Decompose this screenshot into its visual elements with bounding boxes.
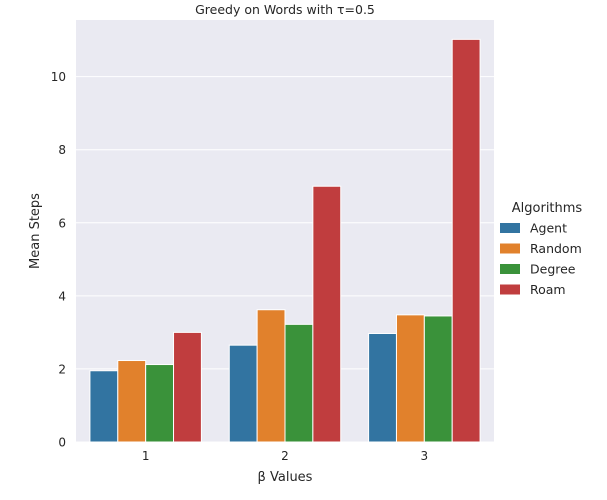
legend-swatch-random: [500, 243, 520, 254]
x-tick-label: 1: [142, 449, 150, 463]
legend-title: Algorithms: [512, 201, 583, 216]
chart-title: Greedy on Words with τ=0.5: [195, 2, 375, 17]
bar-random-2: [256, 309, 286, 443]
y-tick-label: 6: [58, 216, 66, 230]
x-axis-label: β Values: [258, 470, 313, 485]
legend-label-agent: Agent: [530, 221, 567, 236]
y-tick-label: 0: [58, 436, 66, 450]
bar-roam-3: [451, 38, 481, 443]
legend-label-random: Random: [530, 241, 582, 256]
y-axis-ticks: 0 2 4 6 8 10: [51, 70, 66, 449]
legend: Algorithms Agent Random Degree Roam: [500, 201, 582, 297]
bar-roam-1: [173, 331, 202, 443]
bar-degree-1: [145, 364, 175, 443]
bar-random-1: [117, 360, 147, 443]
bar-agent-3: [368, 332, 397, 443]
bar-agent-1: [89, 370, 119, 443]
y-tick-label: 8: [58, 143, 66, 157]
legend-label-degree: Degree: [530, 262, 576, 277]
legend-swatch-roam: [500, 284, 520, 295]
bar-degree-3: [423, 315, 453, 443]
y-tick-label: 4: [58, 289, 66, 303]
y-tick-label: 10: [51, 70, 66, 84]
x-axis-ticks: 1 2 3: [142, 449, 428, 463]
x-tick-label: 3: [421, 449, 429, 463]
legend-swatch-agent: [500, 223, 520, 233]
y-tick-label: 2: [58, 362, 66, 376]
y-axis-label: Mean Steps: [28, 193, 43, 269]
bar-agent-2: [228, 344, 258, 443]
legend-label-roam: Roam: [530, 282, 566, 297]
bars: [89, 38, 481, 443]
bar-degree-2: [284, 323, 314, 443]
legend-swatch-degree: [500, 264, 520, 274]
x-tick-label: 2: [281, 449, 289, 463]
bar-roam-2: [312, 185, 342, 443]
bar-random-3: [395, 314, 425, 443]
